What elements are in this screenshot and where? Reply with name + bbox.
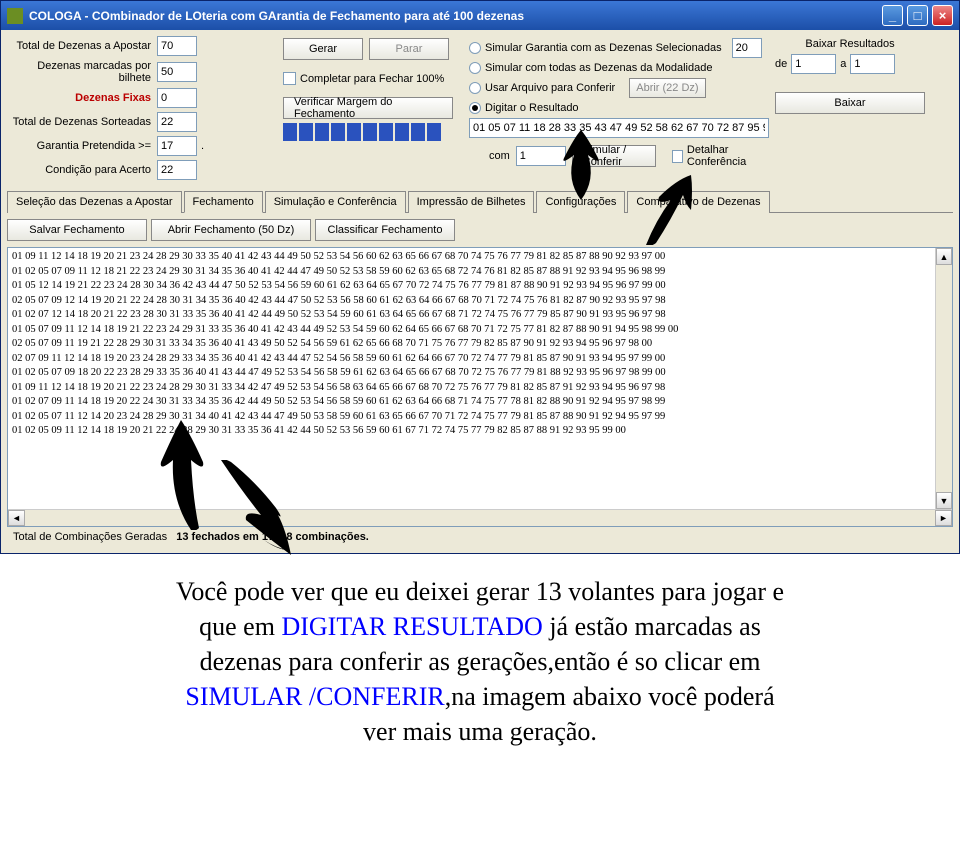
footer-value: 13 fechados em 17918 combinações.: [176, 531, 369, 543]
results-list: 01 09 11 12 14 18 19 20 21 23 24 28 29 3…: [7, 247, 953, 527]
window-title: COLOGA - COmbinador de LOteria com GAran…: [29, 9, 882, 23]
scrollbar-vertical[interactable]: ▲ ▼: [935, 248, 952, 509]
input-por-bilhete[interactable]: [157, 62, 197, 82]
radio-simular-selecionadas[interactable]: Simular Garantia com as Dezenas Selecion…: [469, 38, 769, 58]
minimize-button[interactable]: _: [882, 5, 903, 26]
input-total-apostar[interactable]: [157, 36, 197, 56]
scrollbar-horizontal[interactable]: ◄ ►: [8, 509, 952, 526]
status-bar: Total de Combinações Geradas 13 fechados…: [7, 527, 953, 547]
label-baixar-title: Baixar Resultados: [775, 38, 925, 50]
abrir-22-button[interactable]: Abrir (22 Dz): [629, 78, 705, 98]
gerar-button[interactable]: Gerar: [283, 38, 363, 60]
label-a: a: [840, 58, 846, 70]
input-fixas[interactable]: [157, 88, 197, 108]
input-acerto[interactable]: [157, 160, 197, 180]
input-resultado[interactable]: [469, 118, 769, 138]
input-de[interactable]: [791, 54, 836, 74]
classificar-fechamento-button[interactable]: Classificar Fechamento: [315, 219, 455, 241]
radio-usar-arquivo[interactable]: Usar Arquivo para ConferirAbrir (22 Dz): [469, 78, 769, 98]
label-sorteadas: Total de Dezenas Sorteadas: [7, 116, 157, 128]
simular-conferir-button[interactable]: Simular / Conferir: [572, 145, 656, 167]
baixar-button[interactable]: Baixar: [775, 92, 925, 114]
close-button[interactable]: ×: [932, 5, 953, 26]
scroll-down-button[interactable]: ▼: [936, 492, 952, 509]
label-simcom: com: [489, 150, 510, 162]
label-acerto: Condição para Acerto: [7, 164, 157, 176]
footer-label: Total de Combinações Geradas: [13, 531, 167, 543]
label-total-apostar: Total de Dezenas a Apostar: [7, 40, 157, 52]
tab-config[interactable]: Configurações: [536, 191, 625, 213]
abrir-fechamento-button[interactable]: Abrir Fechamento (50 Dz): [151, 219, 311, 241]
tab-comparativo[interactable]: Comparativo de Dezenas: [627, 191, 769, 213]
simulation-options: Simular Garantia com as Dezenas Selecion…: [469, 36, 769, 184]
scroll-right-button[interactable]: ►: [935, 510, 952, 526]
label-por-bilhete: Dezenas marcadas por bilhete: [7, 60, 157, 84]
sub-toolbar: Salvar Fechamento Abrir Fechamento (50 D…: [7, 213, 953, 247]
radio-digitar[interactable]: Digitar o Resultado: [469, 102, 769, 114]
scroll-up-button[interactable]: ▲: [936, 248, 952, 265]
parar-button[interactable]: Parar: [369, 38, 449, 60]
detalhar-checkbox[interactable]: Detalhar Conferência: [672, 144, 769, 168]
tab-impressao[interactable]: Impressão de Bilhetes: [408, 191, 535, 213]
action-buttons: Gerar Parar Completar para Fechar 100% V…: [283, 36, 463, 184]
salvar-fechamento-button[interactable]: Salvar Fechamento: [7, 219, 147, 241]
tab-fechamento[interactable]: Fechamento: [184, 191, 263, 213]
input-sorteadas[interactable]: [157, 112, 197, 132]
results-text: 01 09 11 12 14 18 19 20 21 23 24 28 29 3…: [8, 248, 952, 441]
caption-text: Você pode ver que eu deixei gerar 13 vol…: [0, 554, 960, 779]
tabs: Seleção das Dezenas a Apostar Fechamento…: [7, 190, 953, 213]
radio-simular-todas[interactable]: Simular com todas as Dezenas da Modalida…: [469, 62, 769, 74]
scroll-left-button[interactable]: ◄: [8, 510, 25, 526]
completar-checkbox[interactable]: Completar para Fechar 100%: [283, 72, 463, 85]
parameters-panel: Total de Dezenas a Apostar Dezenas marca…: [7, 36, 277, 184]
titlebar[interactable]: COLOGA - COmbinador de LOteria com GAran…: [1, 1, 959, 30]
tab-simulacao[interactable]: Simulação e Conferência: [265, 191, 406, 213]
download-panel: Baixar Resultados de a Baixar: [775, 36, 925, 184]
label-de: de: [775, 58, 787, 70]
app-icon: [7, 8, 23, 24]
input-a[interactable]: [850, 54, 895, 74]
input-simcom[interactable]: [516, 146, 566, 166]
tab-selecao[interactable]: Seleção das Dezenas a Apostar: [7, 191, 182, 213]
progress-bar: [283, 123, 463, 141]
verificar-button[interactable]: Verificar Margem do Fechamento: [283, 97, 453, 119]
input-garantia[interactable]: [157, 136, 197, 156]
maximize-button[interactable]: □: [907, 5, 928, 26]
label-fixas: Dezenas Fixas: [7, 92, 157, 104]
input-sim-sel[interactable]: [732, 38, 762, 58]
label-garantia: Garantia Pretendida >=: [7, 140, 157, 152]
app-window: COLOGA - COmbinador de LOteria com GAran…: [0, 0, 960, 554]
